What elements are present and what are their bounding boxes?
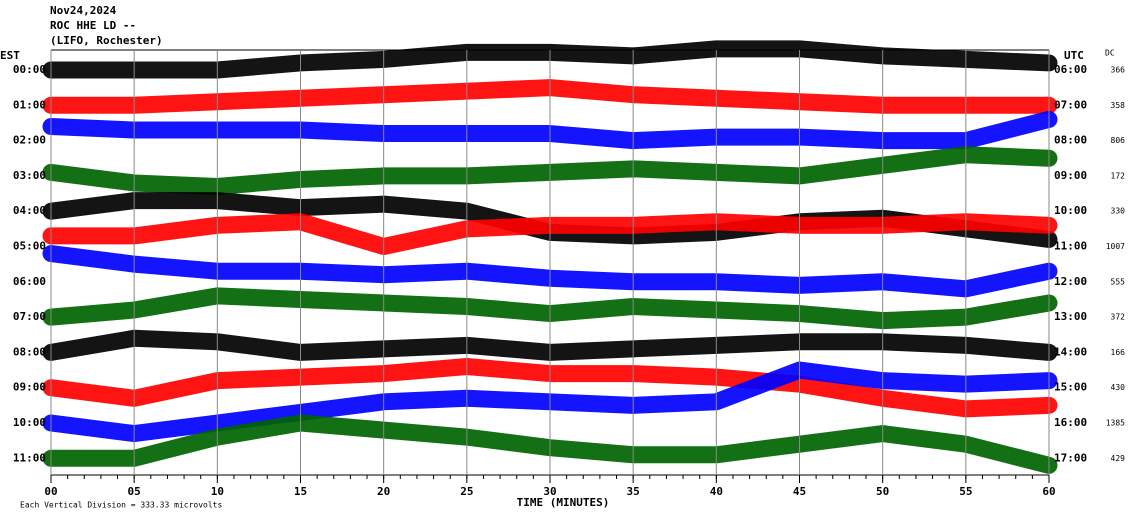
title-line: Nov24,2024 <box>50 4 117 17</box>
est-time: 08:00 <box>13 345 46 358</box>
est-time: 10:00 <box>13 416 46 429</box>
dc-value: 372 <box>1111 313 1126 322</box>
dc-value: 806 <box>1111 136 1126 145</box>
utc-time: 15:00 <box>1054 381 1087 394</box>
utc-time: 08:00 <box>1054 134 1087 147</box>
x-tick-label: 10 <box>211 485 224 498</box>
footer: Each Vertical Division = 333.33 microvol… <box>20 501 222 510</box>
utc-label: UTC <box>1064 49 1084 62</box>
dc-value: 555 <box>1111 277 1126 286</box>
x-tick-label: 35 <box>627 485 640 498</box>
x-tick-label: 20 <box>377 485 390 498</box>
x-tick-label: 15 <box>294 485 307 498</box>
est-time: 11:00 <box>13 451 46 464</box>
est-time: 09:00 <box>13 381 46 394</box>
est-time: 04:00 <box>13 204 46 217</box>
dc-value: 358 <box>1111 101 1126 110</box>
dc-value: 1007 <box>1106 242 1125 251</box>
utc-time: 09:00 <box>1054 169 1087 182</box>
x-tick-label: 25 <box>460 485 473 498</box>
x-tick-label: 60 <box>1042 485 1055 498</box>
est-time: 03:00 <box>13 169 46 182</box>
est-time: 02:00 <box>13 134 46 147</box>
utc-time: 07:00 <box>1054 98 1087 111</box>
dc-value: 430 <box>1111 383 1126 392</box>
x-tick-label: 55 <box>959 485 972 498</box>
x-tick-label: 05 <box>128 485 141 498</box>
est-time: 00:00 <box>13 63 46 76</box>
utc-time: 12:00 <box>1054 275 1087 288</box>
dc-value: 429 <box>1111 454 1126 463</box>
dc-value: 330 <box>1111 207 1126 216</box>
dc-label: DC <box>1105 49 1115 58</box>
x-tick-label: 50 <box>876 485 889 498</box>
utc-time: 06:00 <box>1054 63 1087 76</box>
x-tick-label: 30 <box>543 485 556 498</box>
title-line: (LIFO, Rochester) <box>50 34 163 47</box>
x-tick-label: 00 <box>44 485 57 498</box>
dc-value: 166 <box>1111 348 1126 357</box>
dc-value: 172 <box>1111 171 1126 180</box>
utc-time: 11:00 <box>1054 240 1087 253</box>
utc-time: 13:00 <box>1054 310 1087 323</box>
dc-value: 1385 <box>1106 419 1125 428</box>
utc-time: 17:00 <box>1054 451 1087 464</box>
est-time: 07:00 <box>13 310 46 323</box>
est-time: 06:00 <box>13 275 46 288</box>
est-time: 01:00 <box>13 98 46 111</box>
x-tick-label: 40 <box>710 485 723 498</box>
dc-value: 366 <box>1111 66 1126 75</box>
utc-time: 10:00 <box>1054 204 1087 217</box>
est-label: EST <box>0 49 20 62</box>
est-time: 05:00 <box>13 240 46 253</box>
x-axis-label: TIME (MINUTES) <box>517 496 610 509</box>
utc-time: 14:00 <box>1054 345 1087 358</box>
x-tick-label: 45 <box>793 485 806 498</box>
utc-time: 16:00 <box>1054 416 1087 429</box>
title-line: ROC HHE LD -- <box>50 19 136 32</box>
